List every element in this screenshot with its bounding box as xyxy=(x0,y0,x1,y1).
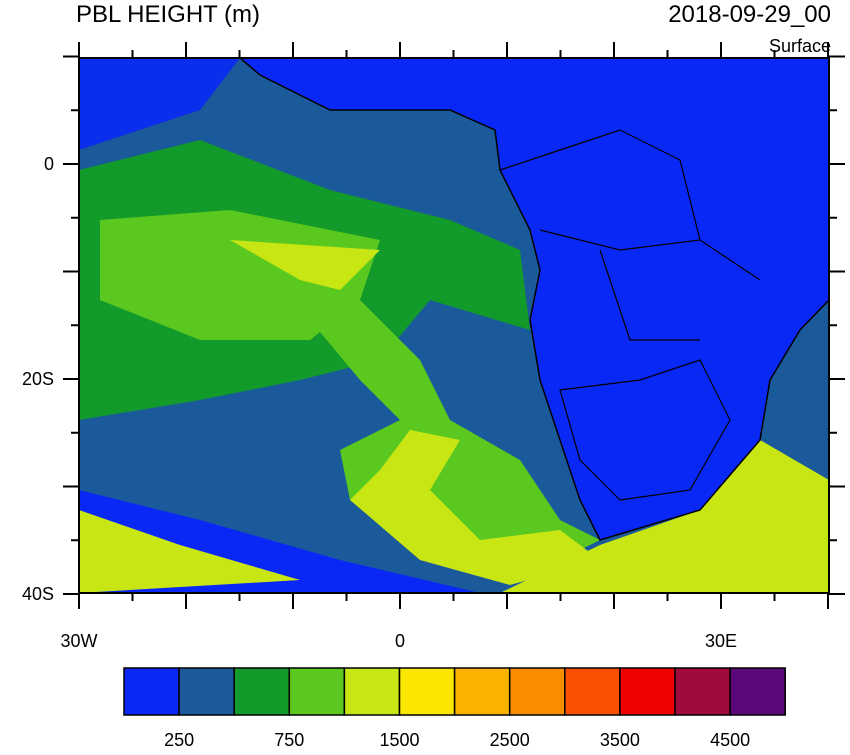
field-region xyxy=(79,58,240,150)
colorbar-box xyxy=(398,667,456,716)
africa xyxy=(238,58,829,541)
y-label: 20S xyxy=(22,369,54,389)
map-frame xyxy=(78,57,830,594)
field-region xyxy=(79,510,300,593)
colorbar-label: 250 xyxy=(164,730,194,750)
colorbar-label: 1500 xyxy=(379,730,419,750)
colorbar-box xyxy=(178,667,235,716)
borders xyxy=(559,359,731,501)
field-region xyxy=(100,210,380,340)
level: Surface xyxy=(769,36,831,56)
colorbar-box xyxy=(619,667,676,716)
colorbar-box xyxy=(343,667,401,716)
valid-time: 2018-09-29_00 xyxy=(668,1,831,28)
colorbar-box xyxy=(674,667,731,716)
colorbar-box xyxy=(233,667,291,716)
colorbar-label: 750 xyxy=(274,730,304,750)
y-label: 0 xyxy=(44,154,54,174)
field-region xyxy=(500,440,829,593)
x-label: 30E xyxy=(705,631,737,651)
y-label: 40S xyxy=(22,584,54,604)
x-label: 0 xyxy=(395,631,405,651)
colorbar-box xyxy=(729,667,786,716)
colorbar-label: 2500 xyxy=(490,730,530,750)
colorbar: 250 750 1500 2500 3500 4500 xyxy=(123,667,786,750)
colorbar-box xyxy=(508,667,566,716)
field-region xyxy=(230,240,380,290)
axis-ticks xyxy=(63,42,845,609)
field-region xyxy=(350,430,600,585)
colorbar-label: 3500 xyxy=(600,730,640,750)
colorbar-box xyxy=(564,667,621,716)
colorbar-box xyxy=(453,667,511,716)
colorbar-box xyxy=(123,667,180,716)
colorbar-box xyxy=(288,667,346,716)
borders xyxy=(499,129,761,341)
map-field xyxy=(79,58,829,593)
colorbar-label: 4500 xyxy=(710,730,750,750)
x-label: 30W xyxy=(60,631,97,651)
title: PBL HEIGHT (m) xyxy=(76,1,260,28)
